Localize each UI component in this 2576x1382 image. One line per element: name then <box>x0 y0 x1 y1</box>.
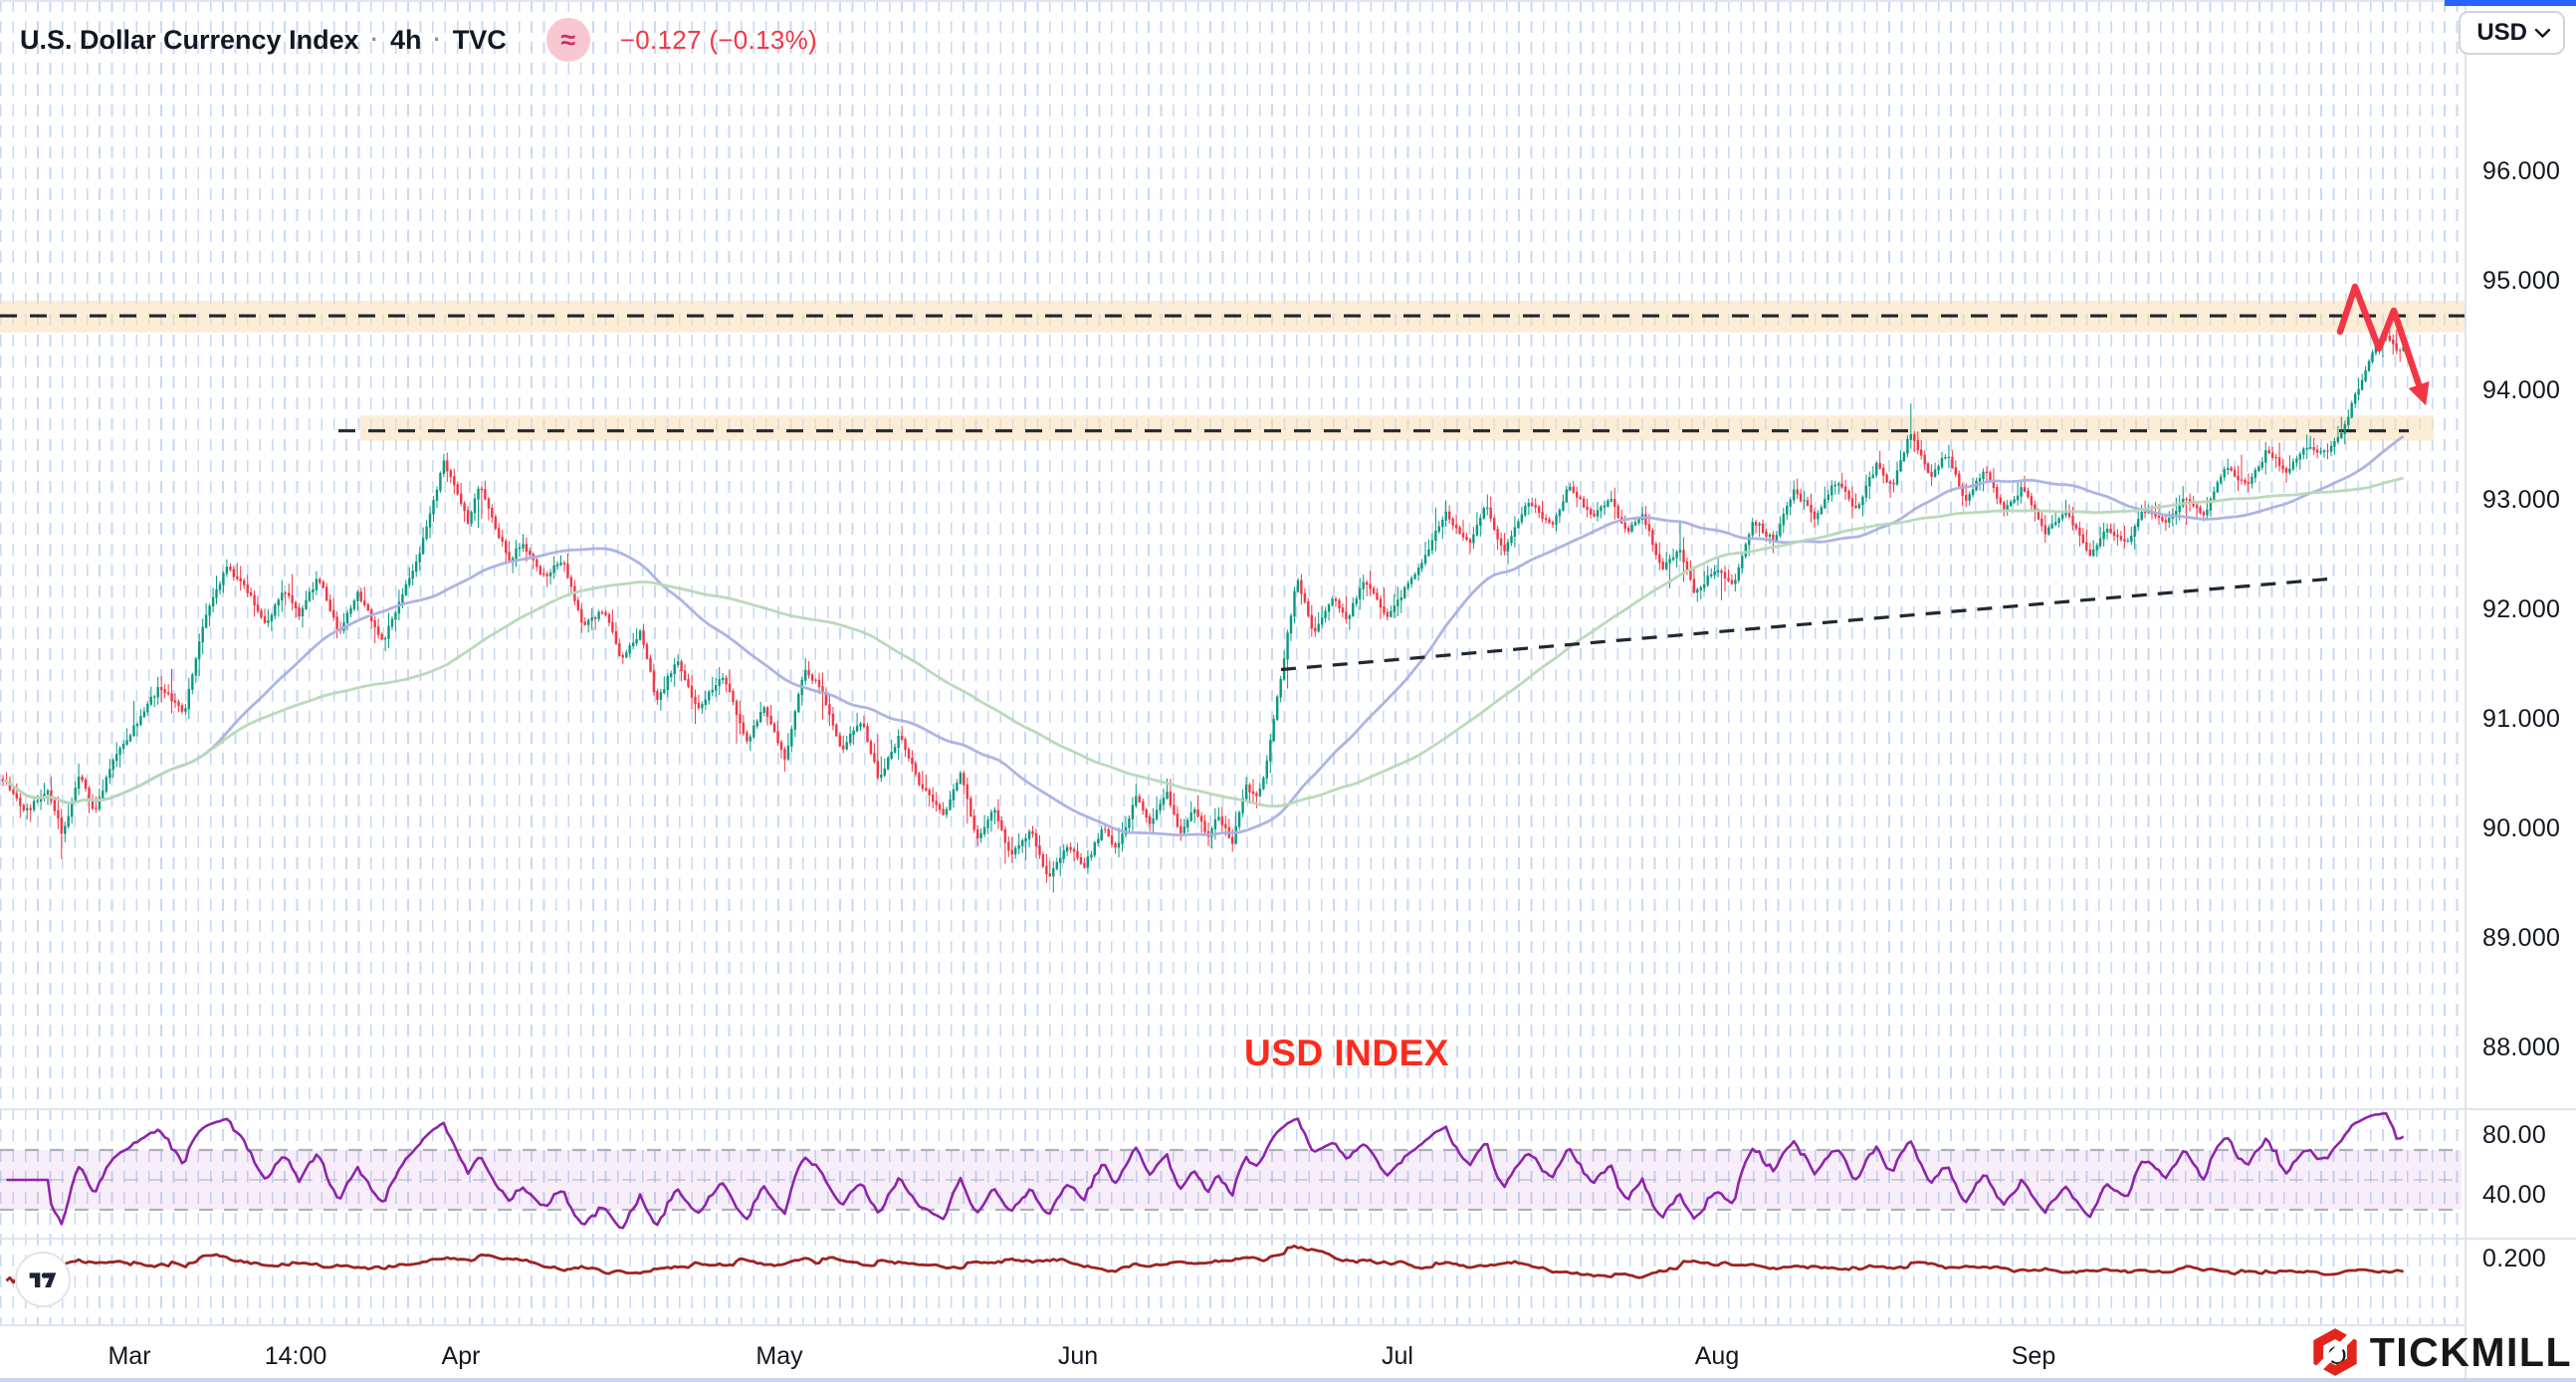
candle-bodies-down <box>1 336 2402 877</box>
ma-fast-line <box>2 434 2405 837</box>
currency-selector-button[interactable]: USD <box>2459 11 2565 55</box>
price-scale-label: 80.00 <box>2482 1121 2547 1149</box>
chart-grid-background <box>0 0 2465 1324</box>
candle-bodies-up <box>26 336 2405 877</box>
time-scale-label: Sep <box>2011 1342 2056 1370</box>
price-chart-canvas[interactable] <box>0 0 2465 1324</box>
time-scale-label: May <box>755 1342 803 1370</box>
price-scale-top-accent <box>2445 0 2576 6</box>
symbol-name[interactable]: U.S. Dollar Currency Index <box>20 24 359 55</box>
price-change-text: −0.127 (−0.13%) <box>619 24 817 55</box>
time-scale-label: Apr <box>441 1342 481 1370</box>
trendline-dashed <box>1280 576 2333 672</box>
price-scale-label: 94.000 <box>2482 376 2561 404</box>
time-scale-label: Aug <box>1694 1342 1740 1370</box>
price-scale-label: 88.000 <box>2482 1034 2561 1061</box>
time-scale-label: Mar <box>107 1342 151 1370</box>
tickmill-logo: TICKMILL <box>2308 1326 2572 1378</box>
time-scale-label: Jul <box>1382 1342 1413 1370</box>
price-scale[interactable]: 96.000 95.000 94.000 93.000 92.000 91.000 90.0… <box>2465 0 2576 1382</box>
time-scale-label: 14:00 <box>264 1342 327 1370</box>
exchange-label[interactable]: TVC <box>452 24 507 55</box>
time-scale-label: Jun <box>1057 1342 1099 1370</box>
time-scale[interactable]: Mar 14:00 Apr May Jun Jul Aug Sep O <box>0 1324 2465 1382</box>
candle-wicks-down <box>2 330 2401 883</box>
price-scale-label: 0.200 <box>2482 1245 2547 1272</box>
atr-line <box>5 1244 2404 1284</box>
chevron-down-icon <box>2534 28 2551 38</box>
tickmill-wordmark: TICKMILL <box>2369 1328 2572 1375</box>
price-scale-label: 92.000 <box>2482 595 2561 623</box>
ma-slow-line <box>2 476 2404 808</box>
price-scale-label: 95.000 <box>2482 267 2561 295</box>
symbol-header[interactable]: U.S. Dollar Currency Index · 4h · TVC ≈ … <box>20 18 817 62</box>
header-separator: · <box>433 27 441 52</box>
usd-index-annotation: USD INDEX <box>1244 1033 1449 1073</box>
projection-arrow <box>2336 283 2430 406</box>
price-scale-label: 93.000 <box>2482 486 2561 514</box>
tradingview-icon <box>29 1272 57 1287</box>
delayed-data-badge[interactable]: ≈ <box>545 18 590 62</box>
price-scale-label: 90.000 <box>2482 814 2561 842</box>
level-zone-support <box>360 415 2434 441</box>
window-bottom-edge <box>0 1378 2576 1382</box>
header-separator: · <box>370 27 378 52</box>
interval-label[interactable]: 4h <box>389 24 422 55</box>
panel-separator-main-rsi[interactable] <box>0 1108 2576 1110</box>
price-scale-label: 91.000 <box>2482 705 2561 733</box>
window-top-edge <box>0 0 2576 2</box>
rsi-line <box>6 1112 2405 1230</box>
tradingview-logo[interactable] <box>15 1252 71 1307</box>
price-scale-label: 89.000 <box>2482 924 2561 952</box>
panel-separator-rsi-atr[interactable] <box>0 1238 2576 1240</box>
currency-selector-label: USD <box>2476 19 2527 46</box>
price-scale-label: 96.000 <box>2482 157 2561 185</box>
tickmill-icon <box>2308 1326 2361 1378</box>
price-scale-label: 40.00 <box>2482 1181 2547 1209</box>
